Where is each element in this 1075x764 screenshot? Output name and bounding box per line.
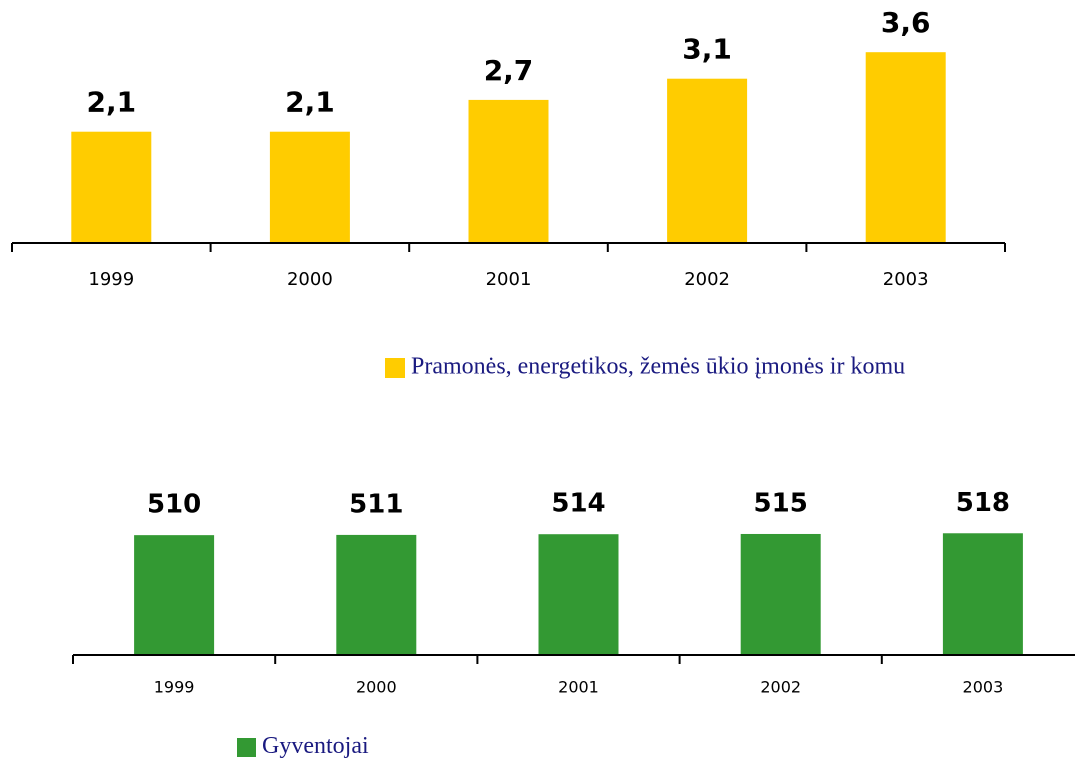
x-tick-label: 2001 — [558, 678, 599, 697]
data-label: 514 — [551, 489, 605, 519]
bar — [538, 534, 619, 655]
x-tick-label: 2002 — [684, 269, 730, 290]
bar — [336, 534, 417, 655]
legend-label: Gyventojai — [262, 733, 369, 759]
bar — [134, 535, 215, 655]
x-tick-label: 2000 — [356, 678, 397, 697]
bar — [740, 533, 821, 655]
data-label: 2,1 — [285, 86, 335, 119]
bar — [865, 52, 946, 244]
bar — [71, 131, 152, 243]
legend-swatch — [385, 358, 405, 378]
data-label: 510 — [147, 490, 201, 520]
legend-label: Pramonės, energetikos, žemės ūkio įmonės… — [411, 354, 905, 380]
bar — [269, 131, 350, 243]
legend-swatch — [237, 738, 256, 757]
x-tick-label: 2003 — [883, 269, 929, 290]
bar — [942, 533, 1023, 655]
x-tick-label: 2001 — [486, 269, 532, 290]
data-label: 518 — [956, 488, 1010, 518]
x-tick-label: 1999 — [154, 678, 195, 697]
bar — [468, 99, 549, 244]
data-label: 515 — [754, 488, 808, 518]
x-tick-label: 2002 — [760, 678, 801, 697]
data-label: 2,1 — [86, 86, 136, 119]
bar — [667, 78, 748, 243]
data-label: 3,1 — [682, 33, 732, 66]
data-label: 3,6 — [881, 6, 931, 39]
x-tick-label: 2000 — [287, 269, 333, 290]
data-label: 2,7 — [484, 54, 534, 87]
data-label: 511 — [349, 489, 403, 519]
x-tick-label: 1999 — [88, 269, 134, 290]
x-tick-label: 2003 — [963, 678, 1004, 697]
